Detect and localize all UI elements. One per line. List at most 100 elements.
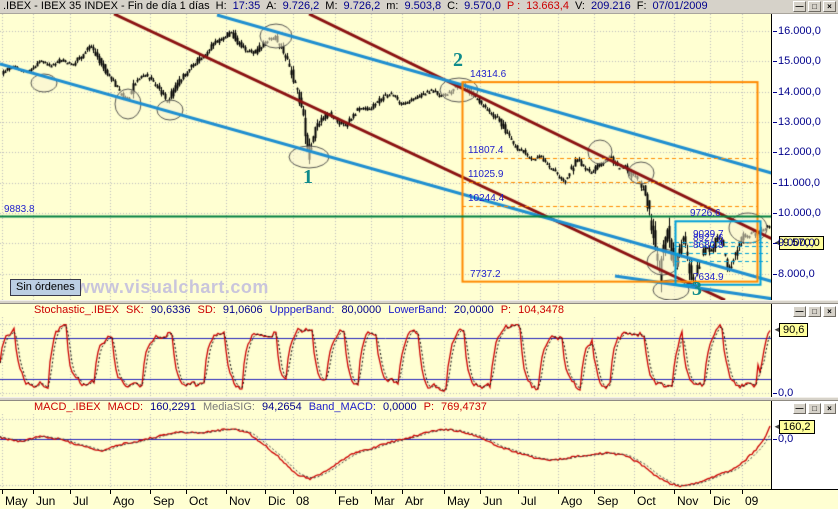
macd-header-segment: MediaSIG: — [202, 401, 255, 413]
stochastic-header-segment: 91,0606 — [222, 304, 263, 316]
title-segment: 13.663,4 — [526, 0, 569, 12]
window-controls: — □ × — [793, 1, 836, 12]
title-segment: P : — [506, 0, 521, 12]
macd-header: MACD_.IBEX MACD: 160,2291 MediaSIG: 94,2654 B… — [0, 401, 770, 413]
price-axis: ◄ 9.570,0 16.000,0 15.000,0 14.000,0 13.000… — [771, 14, 838, 300]
time-tick — [150, 490, 151, 494]
macd-axis: — □ × ◄ 160,2 0,0 — [771, 401, 838, 489]
title-segment: M: — [325, 0, 338, 12]
macd-header-segment: 769,4737 — [441, 401, 487, 413]
axis-tick — [773, 393, 777, 394]
close-button[interactable]: × — [823, 306, 836, 317]
time-axis-month-label: Nov — [229, 494, 251, 508]
time-axis-month-label: 08 — [296, 494, 310, 508]
title-segment: A: — [266, 0, 277, 12]
axis-tick — [773, 61, 777, 63]
price-chart-canvas[interactable] — [0, 14, 771, 300]
horizontal-level-label: 9883.8 — [4, 203, 35, 215]
price-axis-label: 15.000,0 — [778, 55, 821, 68]
time-tick — [594, 490, 595, 494]
axis-tick — [773, 213, 777, 214]
time-tick — [558, 490, 559, 494]
no-orders-button[interactable]: Sin órdenes — [10, 279, 81, 296]
current-value-arrow-icon: ◄ — [773, 325, 781, 334]
macd-header-segment: MACD: — [107, 401, 144, 413]
minimize-button[interactable]: — — [793, 1, 806, 12]
time-axis-month-label: Jul — [73, 494, 89, 508]
elliott-wave-2-label: 2 — [453, 49, 463, 71]
maximize-button[interactable]: □ — [808, 403, 821, 414]
minimize-button[interactable]: — — [793, 306, 806, 317]
time-axis-month-label: Jul — [521, 494, 537, 508]
stochastic-panel-controls: — □ × — [793, 306, 836, 317]
time-axis-month-label: Dic — [713, 494, 731, 508]
macd-header-segment: MACD_.IBEX — [34, 401, 101, 413]
time-axis-month-label: Oct — [189, 494, 208, 508]
stochastic-header-segment: Stochastic_.IBEX — [34, 304, 119, 316]
time-tick — [444, 490, 445, 494]
projection-level-label: 9726.6 — [690, 208, 721, 220]
axis-tick — [773, 152, 777, 154]
minimize-button[interactable]: — — [793, 403, 806, 414]
projection-level-label: 9039.7 — [693, 229, 724, 241]
time-axis-month-label: Sep — [597, 494, 619, 508]
time-tick — [402, 490, 403, 494]
elliott-wave-1-label: 1 — [303, 166, 313, 188]
time-axis-month-label: 09 — [745, 494, 759, 508]
macd-header-segment: P: — [423, 401, 435, 413]
title-segment: 9.726,2 — [343, 0, 381, 12]
axis-tick — [773, 243, 777, 245]
time-axis[interactable]: May Jun Jul Ago Sep Oct Nov Dic 08 Feb Mar Abr May Ju… — [0, 489, 838, 509]
stochastic-header-segment: 80,0000 — [341, 304, 382, 316]
time-tick — [265, 490, 266, 494]
current-price-box: 9.570,0 — [779, 236, 824, 250]
fib-level-label: 14314.6 — [470, 69, 507, 81]
time-tick — [634, 490, 635, 494]
time-tick — [742, 490, 743, 494]
macd-zero-label: 0,0 — [778, 433, 794, 445]
stochastic-header: Stochastic_.IBEX SK: 90,6336 SD: 91,0606 Uppp… — [0, 304, 770, 316]
stochastic-header-segment: LowerBand: — [388, 304, 447, 316]
fib-level-label: 11025.9 — [468, 168, 504, 180]
title-segment: m: — [386, 0, 399, 12]
title-segment: .IBEX - IBEX 35 INDEX - Fin de día 1 día… — [3, 0, 210, 12]
time-axis-month-label: Mar — [374, 494, 395, 508]
price-axis-label: 10.000,0 — [778, 207, 821, 219]
price-axis-label: 11.000,0 — [778, 176, 821, 189]
time-tick — [480, 490, 481, 494]
macd-current-box: 160,2 — [779, 420, 815, 434]
stochastic-header-segment: UppperBand: — [269, 304, 335, 316]
time-tick — [2, 490, 3, 494]
panel-separator[interactable] — [0, 397, 838, 401]
maximize-button[interactable]: □ — [808, 306, 821, 317]
title-segment: 17:35 — [232, 0, 261, 12]
close-button[interactable]: × — [823, 1, 836, 12]
axis-tick — [773, 182, 777, 184]
axis-tick — [773, 122, 777, 123]
price-axis-label: 8.000,0 — [778, 267, 815, 280]
panel-separator[interactable] — [0, 300, 838, 304]
fib-level-label: 11807.4 — [468, 145, 504, 157]
fib-level-label: 10244.4 — [468, 192, 505, 204]
time-axis-month-label: Dic — [268, 494, 286, 508]
stochastic-header-segment: SK: — [126, 304, 144, 316]
stochastic-header-segment: SD: — [197, 304, 216, 316]
macd-canvas[interactable] — [0, 414, 771, 489]
time-tick — [70, 490, 71, 494]
maximize-button[interactable]: □ — [808, 1, 821, 12]
stochastic-header-segment: 104,3478 — [518, 304, 564, 316]
close-button[interactable]: × — [823, 403, 836, 414]
elliott-wave-3-label: 3 — [692, 278, 702, 300]
time-axis-month-label: May — [447, 494, 470, 508]
price-axis-label: 9.000,0 — [778, 237, 815, 250]
time-tick — [371, 490, 372, 494]
time-tick — [710, 490, 711, 494]
macd-header-segment: 160,2291 — [150, 401, 196, 413]
time-tick — [674, 490, 675, 494]
stochastic-zero-label: 0,0 — [778, 387, 794, 399]
projection-level-label: 7634.9 — [693, 271, 724, 283]
stochastic-canvas[interactable] — [0, 317, 771, 397]
title-segment: 9.570,0 — [464, 0, 501, 12]
time-axis-month-label: Feb — [338, 494, 359, 508]
